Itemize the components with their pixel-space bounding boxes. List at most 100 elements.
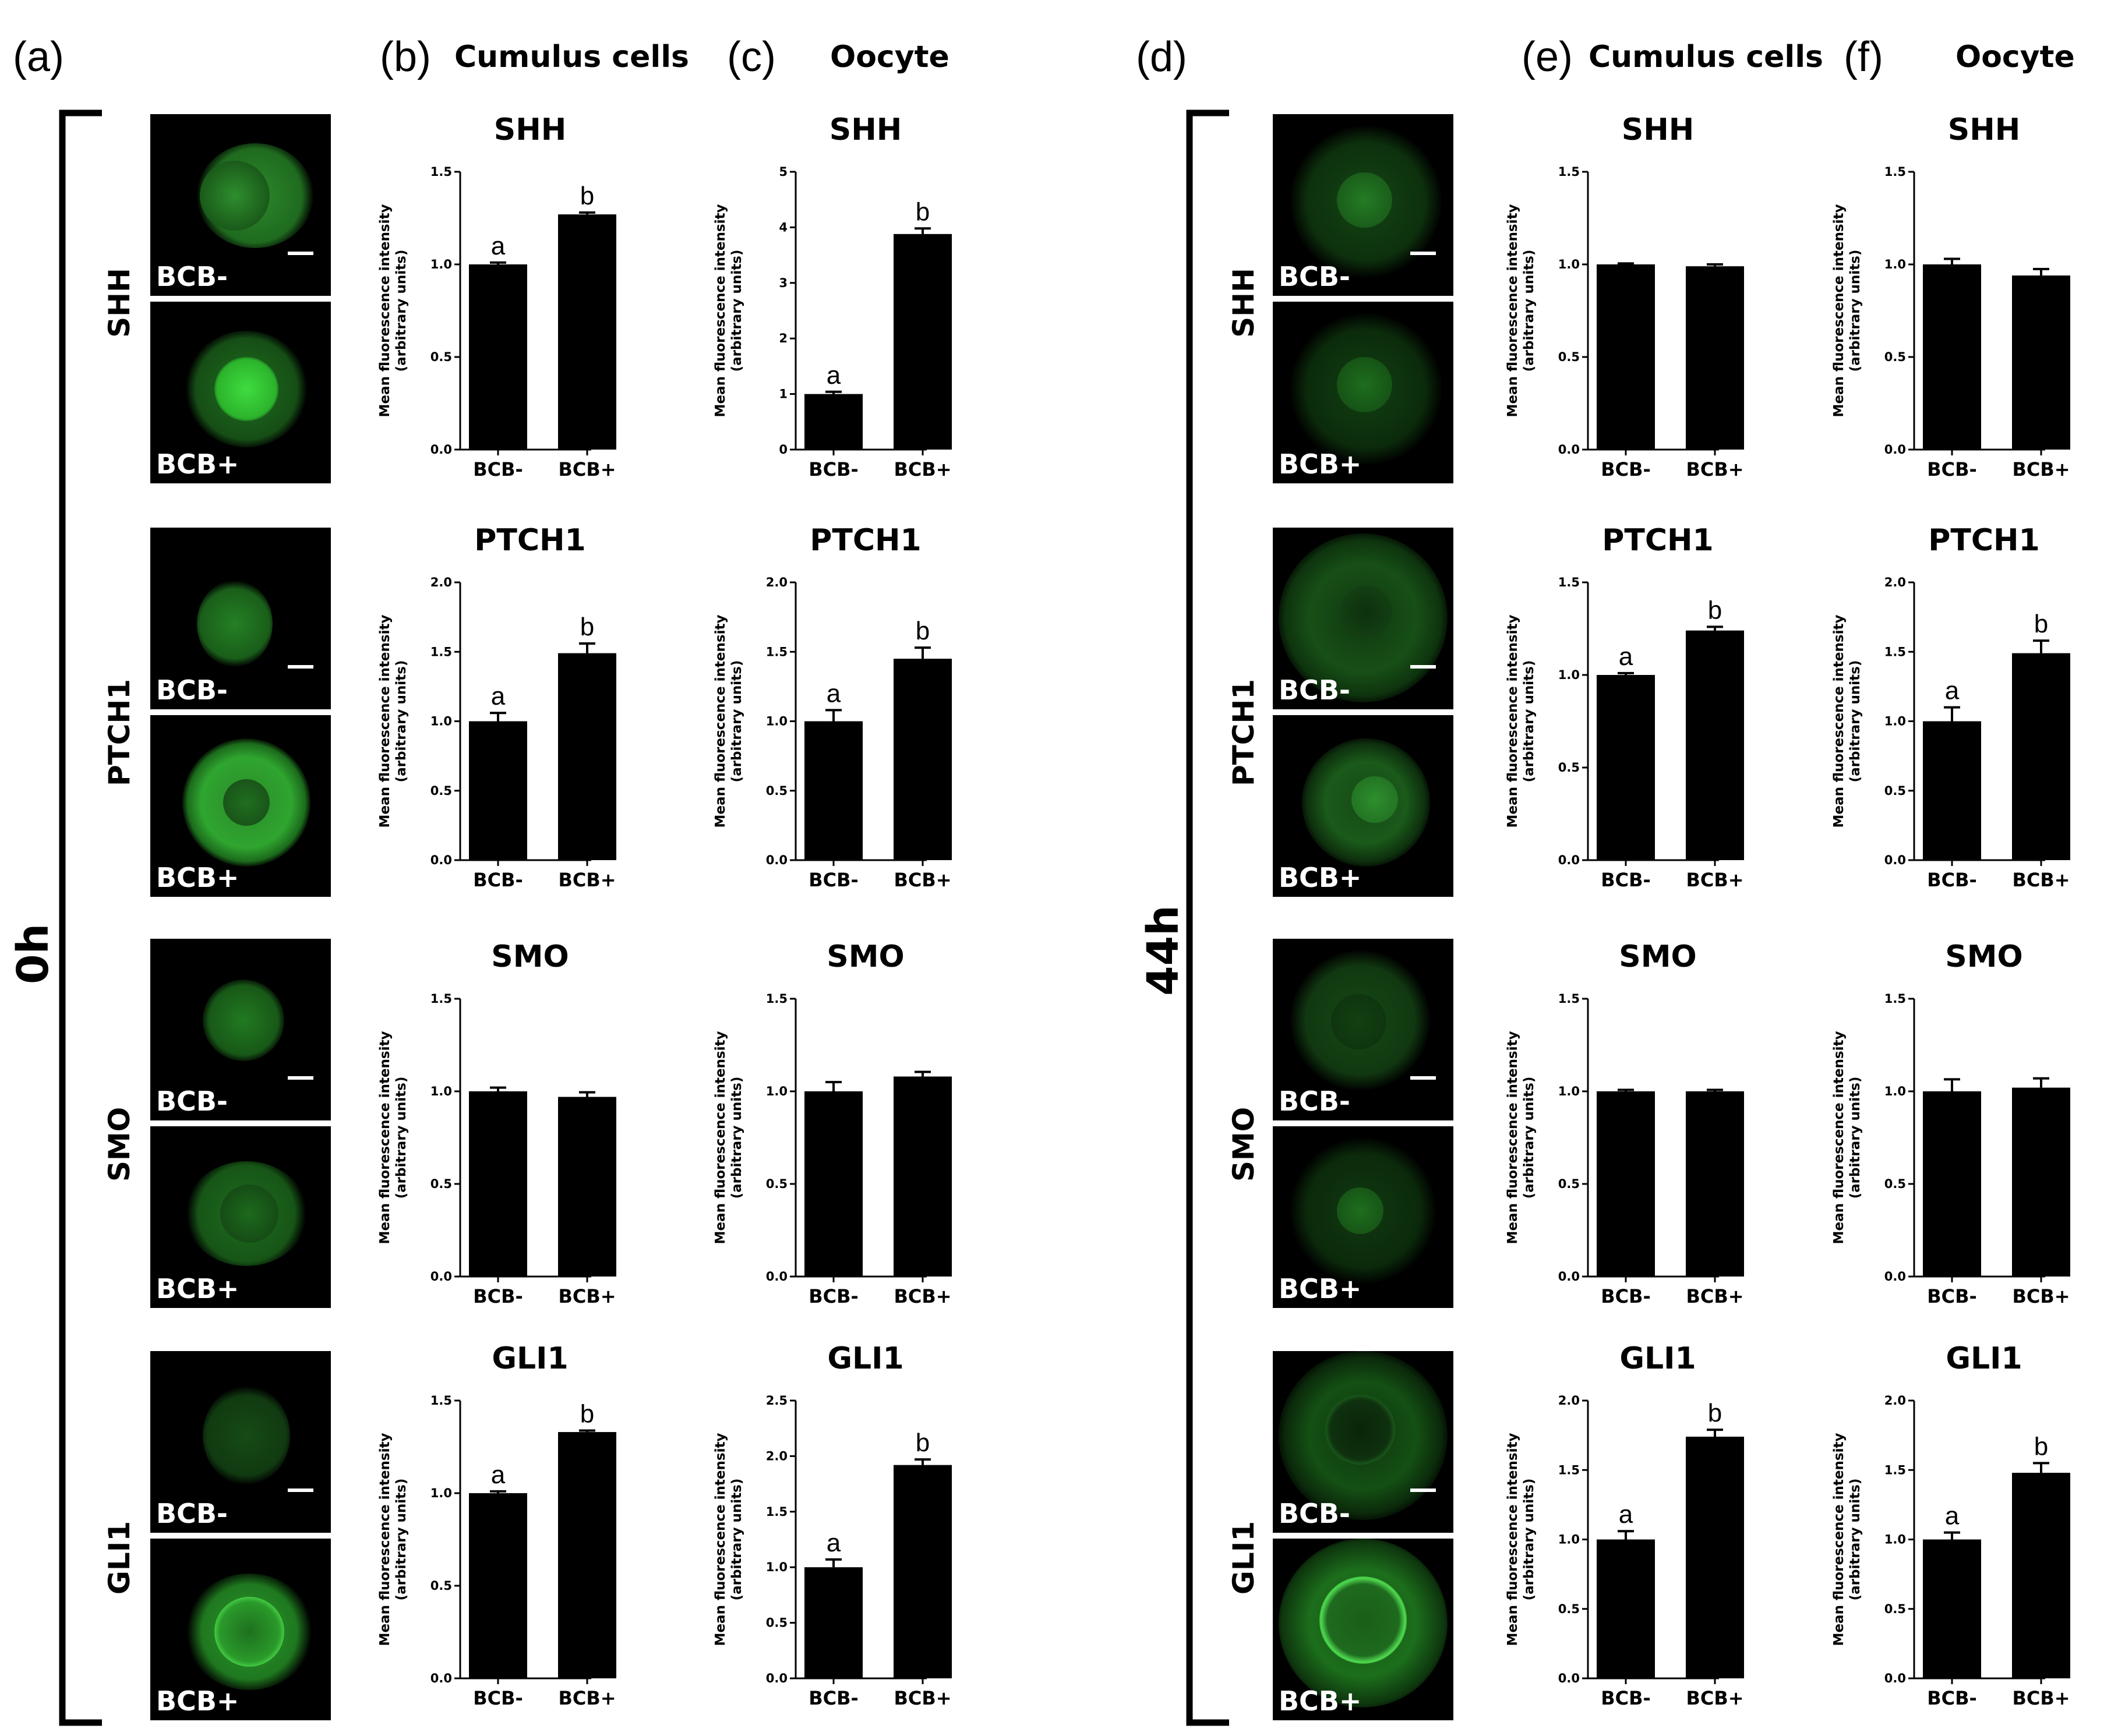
chart-svg: SHH Mean fluorescence intensity(arbitrary… xyxy=(377,112,616,480)
y-axis-label: Mean fluorescence intensity(arbitrary un… xyxy=(1831,204,1863,418)
time-label-0h: 0h xyxy=(8,923,58,984)
category-label: BCB- xyxy=(1927,1687,1977,1709)
category-label: BCB+ xyxy=(894,458,951,480)
bar-BCB+ xyxy=(1686,630,1744,860)
chart-svg: SMO Mean fluorescence intensity(arbitrary… xyxy=(713,939,952,1307)
bcb-pos-tag: BCB+ xyxy=(1279,1273,1362,1304)
y-axis-label-line1: Mean fluorescence intensity xyxy=(1831,1433,1847,1646)
micrograph-shh-44h-bcb-neg: BCB- xyxy=(1273,114,1453,296)
micrograph-gli1-0h-bcb-neg: BCB- xyxy=(150,1351,331,1533)
y-tick-label: 1.5 xyxy=(766,1505,788,1519)
row-label-ptch1-right: PTCH1 xyxy=(1227,678,1261,786)
chart-title: PTCH1 xyxy=(1928,523,2039,558)
y-tick-label: 0.5 xyxy=(766,1177,788,1191)
y-tick-label: 0.0 xyxy=(430,1671,452,1685)
bar-BCB- xyxy=(1923,721,1981,860)
y-axis-label-line1: Mean fluorescence intensity xyxy=(1831,615,1847,828)
y-axis-label-line1: Mean fluorescence intensity xyxy=(1505,1031,1520,1244)
y-tick-label: 2.0 xyxy=(766,1449,788,1463)
y-tick-label: 0.5 xyxy=(1558,350,1580,364)
bar-BCB- xyxy=(1597,675,1655,860)
category-label: BCB+ xyxy=(2012,1687,2070,1709)
chart-title: SMO xyxy=(1945,939,2022,974)
y-tick-label: 1.5 xyxy=(1558,575,1580,589)
y-tick-label: 0.0 xyxy=(1884,853,1906,867)
significance-letter: b xyxy=(916,197,930,226)
micrograph-smo-44h-bcb-neg: BCB- xyxy=(1273,939,1453,1120)
category-label: BCB- xyxy=(809,869,859,891)
micrograph-ptch1-44h-bcb-neg: BCB- xyxy=(1273,528,1453,709)
significance-letter: a xyxy=(1945,677,1960,705)
bcb-pos-tag: BCB+ xyxy=(1279,1685,1362,1717)
significance-letter: b xyxy=(580,613,594,641)
y-tick-label: 1.0 xyxy=(1558,257,1580,271)
bar-BCB- xyxy=(469,264,527,450)
y-axis-label-line1: Mean fluorescence intensity xyxy=(713,615,728,828)
chart-svg: GLI1 Mean fluorescence intensity(arbitrar… xyxy=(377,1341,616,1709)
chart-svg: PTCH1 Mean fluorescence intensity(arbitra… xyxy=(1831,523,2070,891)
panel-letter-f: (f) xyxy=(1844,34,1883,80)
chart-e-ptch1: PTCH1 Mean fluorescence intensity(arbitra… xyxy=(1501,521,1744,894)
y-tick-label: 1.0 xyxy=(430,257,452,271)
bar-BCB- xyxy=(1597,1539,1655,1678)
y-axis-label-line2: (arbitrary units) xyxy=(1522,660,1537,783)
bar-BCB- xyxy=(469,1091,527,1277)
y-axis-label-line2: (arbitrary units) xyxy=(394,1077,409,1199)
panel-letter-a: (a) xyxy=(13,34,64,80)
y-tick-label: 0.0 xyxy=(1884,443,1906,457)
chart-title: PTCH1 xyxy=(1602,523,1713,558)
bcb-pos-tag: BCB+ xyxy=(1279,862,1362,893)
y-tick-label: 1 xyxy=(779,387,788,401)
y-tick-label: 1.0 xyxy=(766,1560,788,1574)
y-tick-label: 0.0 xyxy=(1558,853,1580,867)
y-tick-label: 1.5 xyxy=(430,1394,452,1408)
significance-letter: b xyxy=(916,617,930,645)
category-label: BCB- xyxy=(809,1687,859,1709)
chart-c-gli1: GLI1 Mean fluorescence intensity(arbitrar… xyxy=(708,1339,952,1712)
y-axis-label-line1: Mean fluorescence intensity xyxy=(377,1433,393,1646)
bar-BCB+ xyxy=(558,1097,616,1277)
chart-c-ptch1: PTCH1 Mean fluorescence intensity(arbitra… xyxy=(708,521,952,894)
y-axis-label-line2: (arbitrary units) xyxy=(1848,660,1863,783)
chart-c-shh: SHH Mean fluorescence intensity(arbitrary… xyxy=(708,111,952,483)
y-tick-label: 1.0 xyxy=(1884,257,1906,271)
scale-bar xyxy=(1410,1488,1436,1492)
bar-BCB+ xyxy=(558,214,616,450)
chart-e-shh: SHH Mean fluorescence intensity(arbitrary… xyxy=(1501,111,1744,483)
category-label: BCB+ xyxy=(894,1687,951,1709)
panel-letter-c: (c) xyxy=(727,34,776,80)
y-tick-label: 2.0 xyxy=(1558,1394,1580,1408)
bcb-neg-tag: BCB- xyxy=(156,1498,228,1529)
bar-BCB- xyxy=(1923,1091,1981,1277)
significance-letter: a xyxy=(827,361,841,390)
y-axis-label-line2: (arbitrary units) xyxy=(1522,250,1537,372)
bar-BCB+ xyxy=(558,653,616,860)
bar-BCB+ xyxy=(1686,1437,1744,1678)
significance-letter: a xyxy=(827,1529,841,1557)
y-axis-label-line2: (arbitrary units) xyxy=(729,1077,744,1199)
significance-letter: a xyxy=(491,682,506,710)
y-tick-label: 0.5 xyxy=(1884,784,1906,798)
y-tick-label: 1.0 xyxy=(1558,1084,1580,1098)
category-label: BCB+ xyxy=(2012,458,2070,480)
y-axis-label: Mean fluorescence intensity(arbitrary un… xyxy=(377,1031,409,1244)
chart-svg: SHH Mean fluorescence intensity(arbitrary… xyxy=(1505,112,1744,480)
y-axis-label-line2: (arbitrary units) xyxy=(729,250,744,372)
bracket-0h xyxy=(59,109,102,1726)
y-tick-label: 1.5 xyxy=(430,645,452,659)
category-label: BCB- xyxy=(1601,458,1651,480)
heading-f-oocyte: Oocyte xyxy=(1955,40,2075,75)
chart-e-gli1: GLI1 Mean fluorescence intensity(arbitrar… xyxy=(1501,1339,1744,1712)
y-axis-label-line2: (arbitrary units) xyxy=(394,1479,409,1601)
chart-f-shh: SHH Mean fluorescence intensity(arbitrary… xyxy=(1827,111,2070,483)
y-axis-label-line2: (arbitrary units) xyxy=(1848,1479,1863,1601)
y-tick-label: 0 xyxy=(779,443,788,457)
category-label: BCB- xyxy=(1601,1687,1651,1709)
chart-title: GLI1 xyxy=(1619,1341,1696,1376)
chart-svg: PTCH1 Mean fluorescence intensity(arbitra… xyxy=(377,523,616,891)
significance-letter: a xyxy=(491,232,506,260)
category-label: BCB+ xyxy=(1686,1687,1743,1709)
chart-title: SHH xyxy=(829,112,902,147)
bracket-44h xyxy=(1186,109,1229,1726)
bar-BCB- xyxy=(1597,264,1655,450)
